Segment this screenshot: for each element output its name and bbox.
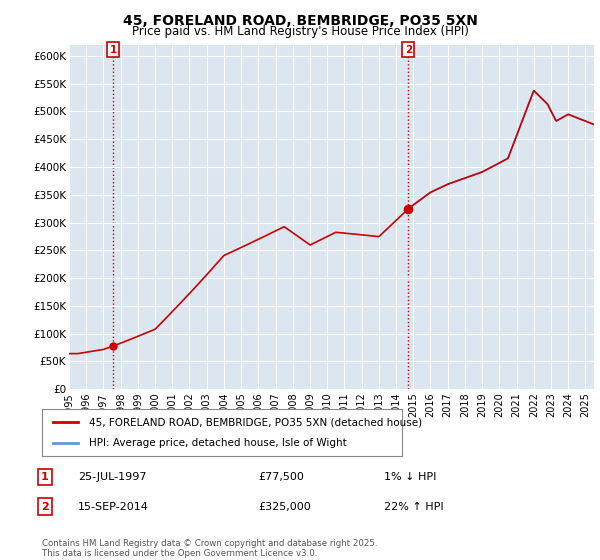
Text: 45, FORELAND ROAD, BEMBRIDGE, PO35 5XN: 45, FORELAND ROAD, BEMBRIDGE, PO35 5XN: [122, 14, 478, 28]
Text: 15-SEP-2014: 15-SEP-2014: [78, 502, 149, 512]
Text: £325,000: £325,000: [258, 502, 311, 512]
Text: 2: 2: [404, 45, 412, 55]
Text: 2: 2: [41, 502, 49, 512]
Text: Contains HM Land Registry data © Crown copyright and database right 2025.
This d: Contains HM Land Registry data © Crown c…: [42, 539, 377, 558]
Text: 1: 1: [41, 472, 49, 482]
Text: £77,500: £77,500: [258, 472, 304, 482]
Text: 45, FORELAND ROAD, BEMBRIDGE, PO35 5XN (detached house): 45, FORELAND ROAD, BEMBRIDGE, PO35 5XN (…: [89, 417, 422, 427]
Text: 1% ↓ HPI: 1% ↓ HPI: [384, 472, 436, 482]
Text: 25-JUL-1997: 25-JUL-1997: [78, 472, 146, 482]
Text: 22% ↑ HPI: 22% ↑ HPI: [384, 502, 443, 512]
Text: HPI: Average price, detached house, Isle of Wight: HPI: Average price, detached house, Isle…: [89, 438, 347, 448]
Text: Price paid vs. HM Land Registry's House Price Index (HPI): Price paid vs. HM Land Registry's House …: [131, 25, 469, 38]
Text: 1: 1: [109, 45, 116, 55]
